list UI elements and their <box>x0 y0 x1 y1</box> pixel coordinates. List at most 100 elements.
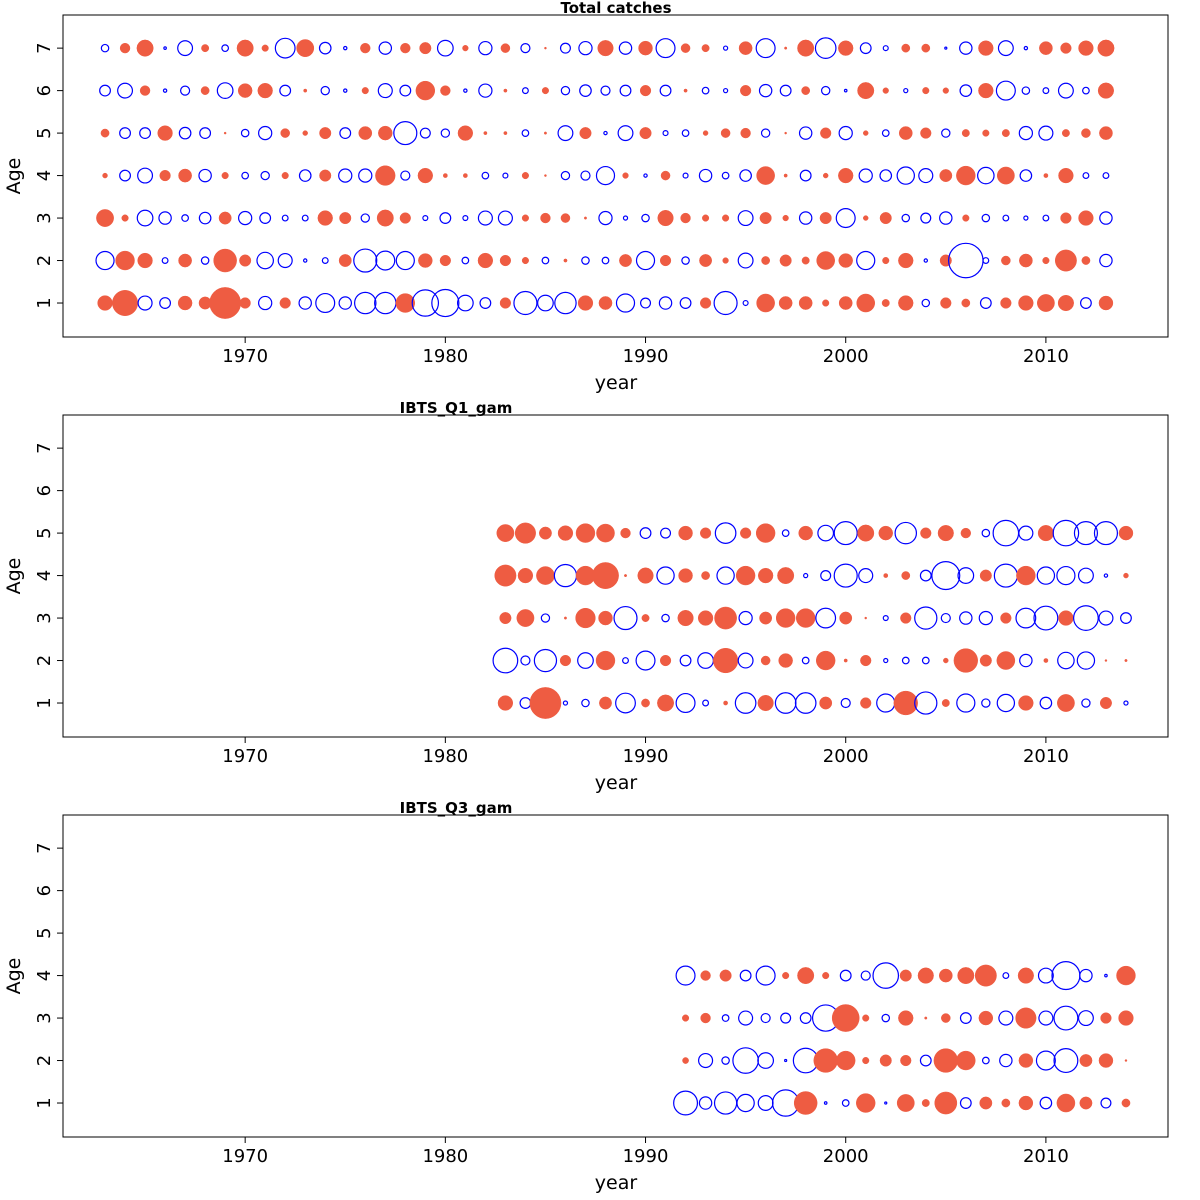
bubble-age4-1997 <box>777 567 795 585</box>
bubble-age3-1987 <box>583 216 587 220</box>
bubble-age5-1970 <box>240 128 250 138</box>
bubble-age2-2001 <box>862 1057 870 1065</box>
bubble-age7-1994 <box>722 45 729 51</box>
y-tick-label: 7 <box>34 842 55 853</box>
bubble-age1-1985 <box>537 294 554 312</box>
bubble-age5-2014 <box>1118 525 1134 541</box>
bubble-age1-1977 <box>374 291 397 315</box>
bubble-age1-2007 <box>979 297 992 309</box>
bubble-age2-1970 <box>239 254 252 267</box>
bubble-age1-2012 <box>1079 1096 1093 1110</box>
bubble-age2-2009 <box>1018 1053 1034 1068</box>
bubble-age5-1994 <box>720 128 731 138</box>
bubble-age4-1987 <box>575 565 596 586</box>
bubble-age4-1967 <box>178 168 192 183</box>
bubble-age6-1994 <box>722 87 729 94</box>
bubble-age2-2006 <box>956 1050 976 1071</box>
bubble-age2-2011 <box>1053 1048 1079 1074</box>
y-tick-label: 3 <box>34 212 55 223</box>
bubble-age3-1967 <box>181 214 189 222</box>
bubble-age2-1984 <box>521 257 529 265</box>
bubble-age2-1997 <box>778 653 793 668</box>
bubble-age4-2014 <box>1123 572 1129 579</box>
bubble-age4-1983 <box>494 564 517 587</box>
bubble-age3-2005 <box>941 1013 951 1023</box>
bubble-age1-1999 <box>822 299 830 307</box>
bubble-age5-1993 <box>702 130 709 136</box>
bubble-age7-1979 <box>419 42 432 55</box>
bubble-age1-1997 <box>774 692 797 714</box>
bubble-age1-1991 <box>658 296 673 310</box>
y-tick-label: 2 <box>34 255 55 266</box>
bubble-age3-2012 <box>1073 605 1099 631</box>
bubble-age7-2000 <box>838 40 854 56</box>
bubble-age6-2001 <box>857 82 875 100</box>
bubble-age6-1984 <box>521 87 529 95</box>
bubble-age2-2014 <box>1124 1059 1128 1062</box>
bubble-age7-2007 <box>978 40 994 56</box>
bubble-age3-2005 <box>939 211 953 225</box>
bubble-age4-2002 <box>872 962 900 989</box>
bubble-age5-1986 <box>557 525 574 541</box>
panel-ibts-q1: IBTS_Q1_gam year Age 1970 1980 1990 2000 201… <box>3 399 1169 794</box>
y-tick-label: 1 <box>34 697 55 708</box>
bubble-age5-2001 <box>863 130 869 136</box>
bubble-age4-2010 <box>1037 967 1054 984</box>
bubble-age3-2007 <box>978 1010 994 1026</box>
bubble-age4-2001 <box>858 568 874 584</box>
bubble-age1-2014 <box>1121 1098 1131 1108</box>
y-tick-label: 1 <box>34 297 55 308</box>
bubble-age4-1977 <box>375 165 396 186</box>
bubble-age7-1975 <box>343 45 348 51</box>
bubble-age1-1981 <box>456 294 474 312</box>
bubble-age2-2003 <box>898 252 914 269</box>
bubble-age1-2003 <box>898 295 914 311</box>
bubble-age5-1981 <box>457 125 473 141</box>
bubble-age3-1988 <box>598 610 613 626</box>
bubble-age2-1996 <box>761 256 770 265</box>
bubble-age5-1966 <box>157 125 173 141</box>
bubble-age4-2010 <box>1036 566 1056 585</box>
bubble-age2-2013 <box>1098 1053 1114 1068</box>
bubble-age6-1970 <box>237 83 253 98</box>
bubble-age1-1965 <box>137 295 153 311</box>
bubble-age2-1984 <box>520 655 531 666</box>
bubble-age6-1977 <box>377 83 393 99</box>
bubble-age1-2007 <box>981 698 991 708</box>
bubble-age5-2009 <box>1018 525 1034 541</box>
bubble-age4-1998 <box>799 169 812 182</box>
bubble-age2-1968 <box>200 256 210 265</box>
bubble-age4-1999 <box>822 172 829 179</box>
bubble-age7-1989 <box>618 41 633 55</box>
bubble-age3-2004 <box>924 1016 928 1020</box>
y-tick-label: 1 <box>34 1097 55 1108</box>
bubble-age7-2009 <box>1023 45 1029 51</box>
bubble-age1-2005 <box>940 297 952 309</box>
bubble-age5-1969 <box>223 131 227 135</box>
bubble-age2-2006 <box>947 242 984 279</box>
bubble-age5-2003 <box>894 521 918 545</box>
bubble-age2-2004 <box>923 258 929 263</box>
bubble-age7-2004 <box>921 43 931 53</box>
bubble-age7-1974 <box>318 41 332 55</box>
bubble-age6-1972 <box>279 84 292 97</box>
bubble-age4-2003 <box>896 166 915 185</box>
x-axis-label: year <box>595 772 638 794</box>
bubble-age2-2012 <box>1081 256 1091 265</box>
bubble-age3-1986 <box>560 213 571 223</box>
bubble-age7-1985 <box>544 46 547 50</box>
bubble-age4-1984 <box>521 172 529 180</box>
bubble-age7-2003 <box>901 43 911 53</box>
bubble-age4-2000 <box>839 969 852 982</box>
bubble-age1-2006 <box>961 298 971 308</box>
bubble-age4-1997 <box>782 972 790 980</box>
bubble-age5-2000 <box>838 125 853 141</box>
bubble-age5-2001 <box>857 524 875 542</box>
bubble-age3-1993 <box>702 214 710 222</box>
panel-title: IBTS_Q3_gam <box>400 799 513 817</box>
bubble-age3-1979 <box>422 214 429 222</box>
bubble-age7-1990 <box>638 40 653 56</box>
bubble-age5-2002 <box>878 525 893 541</box>
bubble-age5-2009 <box>1018 125 1034 141</box>
